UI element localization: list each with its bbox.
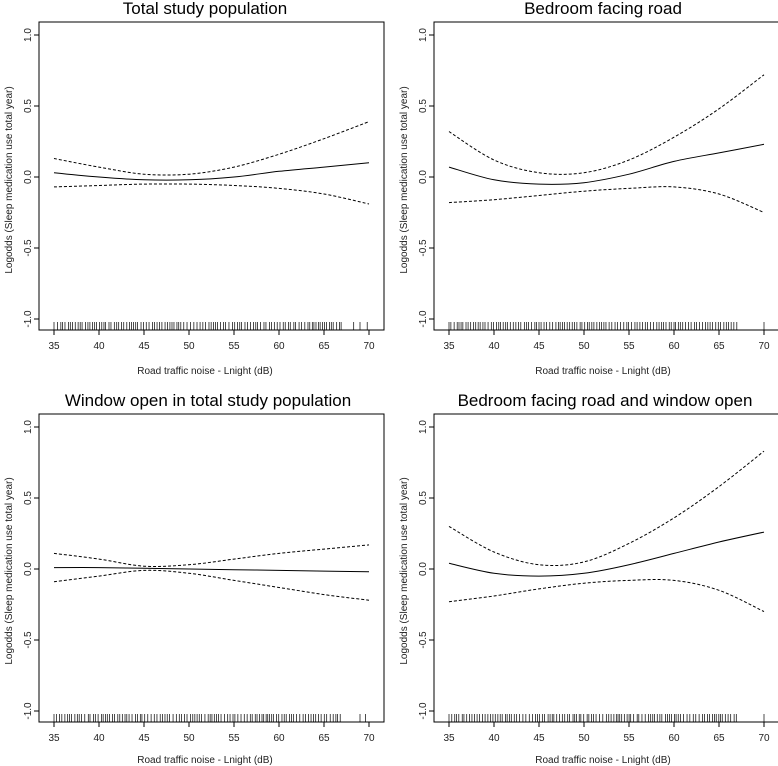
x-tick-label: 40 <box>488 341 500 352</box>
x-tick-label: 40 <box>93 341 105 352</box>
y-tick-label: 0.5 <box>23 491 34 505</box>
y-tick-label: -0.5 <box>418 631 429 649</box>
x-tick-label: 35 <box>443 341 455 352</box>
x-tick-label: 55 <box>623 733 635 744</box>
panel-bedroom-facing-road: Bedroom facing road -1.0 -0.5 0.0 0.5 1.0 35 4… <box>399 0 778 377</box>
x-tick-label: 60 <box>273 733 285 744</box>
x-axis-label: Road traffic noise - Lnight (dB) <box>535 755 670 766</box>
panel-title: Window open in total study population <box>65 391 351 410</box>
x-axis-label: Road traffic noise - Lnight (dB) <box>137 755 272 766</box>
x-tick-label: 50 <box>183 733 195 744</box>
y-tick-label: 0.0 <box>23 170 34 184</box>
x-axis-label: Road traffic noise - Lnight (dB) <box>137 366 272 377</box>
x-tick-label: 70 <box>363 341 375 352</box>
y-axis-label: Logodds (Sleep medication use total year… <box>4 477 15 664</box>
x-tick-label: 55 <box>228 733 240 744</box>
y-tick-label: -1.0 <box>418 702 429 720</box>
ci-line <box>448 74 765 175</box>
panel-title: Bedroom facing road <box>524 0 682 18</box>
y-tick-label: -0.5 <box>23 239 34 257</box>
estimate-line <box>53 567 370 573</box>
y-axis-label: Logodds (Sleep medication use total year… <box>399 477 410 664</box>
x-tick-label: 35 <box>443 733 455 744</box>
y-tick-label: -0.5 <box>418 239 429 257</box>
y-tick-label: 1.0 <box>418 28 429 42</box>
x-tick-label: 35 <box>48 733 60 744</box>
x-tick-label: 60 <box>668 341 680 352</box>
y-axis-label: Logodds (Sleep medication use total year… <box>4 86 15 273</box>
x-tick-label: 45 <box>138 341 150 352</box>
panel-total-study-population: Total study population -1.0 -0.5 0.0 0.5 1.0… <box>4 0 385 377</box>
x-tick-label: 65 <box>318 341 330 352</box>
plot-frame <box>38 21 385 331</box>
x-axis-label: Road traffic noise - Lnight (dB) <box>535 366 670 377</box>
x-tick-label: 60 <box>668 733 680 744</box>
panel-title: Total study population <box>123 0 287 18</box>
panel-bedroom-facing-road-window-open: Bedroom facing road and window open -1.0… <box>399 391 778 766</box>
y-tick-label: 0.0 <box>418 562 429 576</box>
x-tick-label: 40 <box>93 733 105 744</box>
plot-frame <box>433 21 778 331</box>
x-tick-label: 45 <box>533 341 545 352</box>
x-tick-label: 65 <box>318 733 330 744</box>
ci-line <box>53 121 370 176</box>
y-tick-label: 0.0 <box>418 170 429 184</box>
y-tick-label: 0.5 <box>418 99 429 113</box>
x-tick-label: 55 <box>623 341 635 352</box>
x-tick-label: 50 <box>578 341 590 352</box>
x-tick-label: 55 <box>228 341 240 352</box>
x-tick-label: 40 <box>488 733 500 744</box>
x-tick-label: 35 <box>48 341 60 352</box>
x-tick-label: 65 <box>713 733 725 744</box>
x-tick-label: 65 <box>713 341 725 352</box>
estimate-line <box>448 143 765 185</box>
y-tick-label: -1.0 <box>418 310 429 328</box>
y-tick-label: 0.0 <box>23 562 34 576</box>
x-tick-label: 70 <box>363 733 375 744</box>
plot-frame <box>38 413 385 723</box>
estimate-line <box>448 531 765 577</box>
estimate-line <box>53 162 370 181</box>
y-tick-label: 0.5 <box>23 99 34 113</box>
y-tick-label: 1.0 <box>418 420 429 434</box>
ci-line <box>448 450 765 567</box>
y-tick-label: 0.5 <box>418 491 429 505</box>
y-tick-label: 1.0 <box>23 420 34 434</box>
x-tick-label: 70 <box>758 341 770 352</box>
y-tick-label: -0.5 <box>23 631 34 649</box>
ci-line <box>448 186 765 213</box>
panel-window-open-total: Window open in total study population -1… <box>4 391 385 766</box>
y-tick-label: -1.0 <box>23 702 34 720</box>
x-tick-label: 60 <box>273 341 285 352</box>
x-tick-label: 45 <box>138 733 150 744</box>
x-tick-label: 70 <box>758 733 770 744</box>
x-tick-label: 50 <box>578 733 590 744</box>
x-tick-label: 50 <box>183 341 195 352</box>
panel-title: Bedroom facing road and window open <box>458 391 753 410</box>
y-tick-label: 1.0 <box>23 28 34 42</box>
y-tick-label: -1.0 <box>23 310 34 328</box>
y-axis-label: Logodds (Sleep medication use total year… <box>399 86 410 273</box>
ci-line <box>53 183 370 205</box>
x-tick-label: 45 <box>533 733 545 744</box>
